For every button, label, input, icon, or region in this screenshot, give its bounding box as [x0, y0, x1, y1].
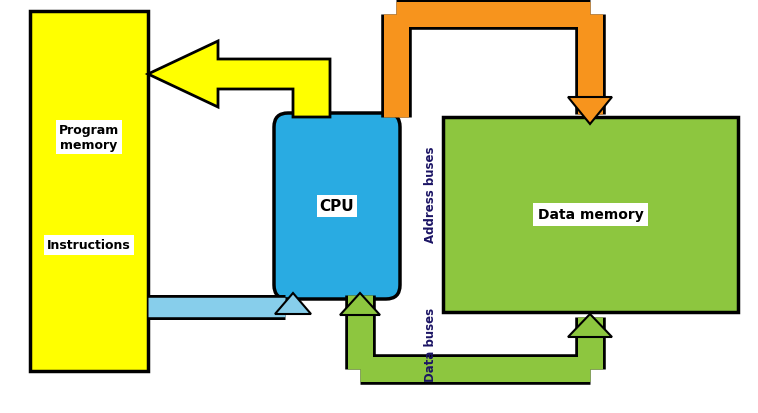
Polygon shape: [568, 314, 612, 337]
Polygon shape: [275, 293, 311, 314]
Text: CPU: CPU: [320, 199, 354, 214]
Text: Data buses: Data buses: [424, 307, 437, 381]
Text: Program
memory: Program memory: [59, 124, 119, 152]
Text: Data memory: Data memory: [537, 208, 644, 222]
FancyBboxPatch shape: [274, 114, 400, 299]
Bar: [443, 118, 738, 312]
Text: Instructions: Instructions: [47, 239, 131, 252]
Polygon shape: [148, 42, 330, 118]
Bar: [30, 12, 148, 371]
Polygon shape: [340, 293, 380, 315]
Text: Address buses: Address buses: [424, 146, 437, 243]
Polygon shape: [568, 98, 612, 125]
